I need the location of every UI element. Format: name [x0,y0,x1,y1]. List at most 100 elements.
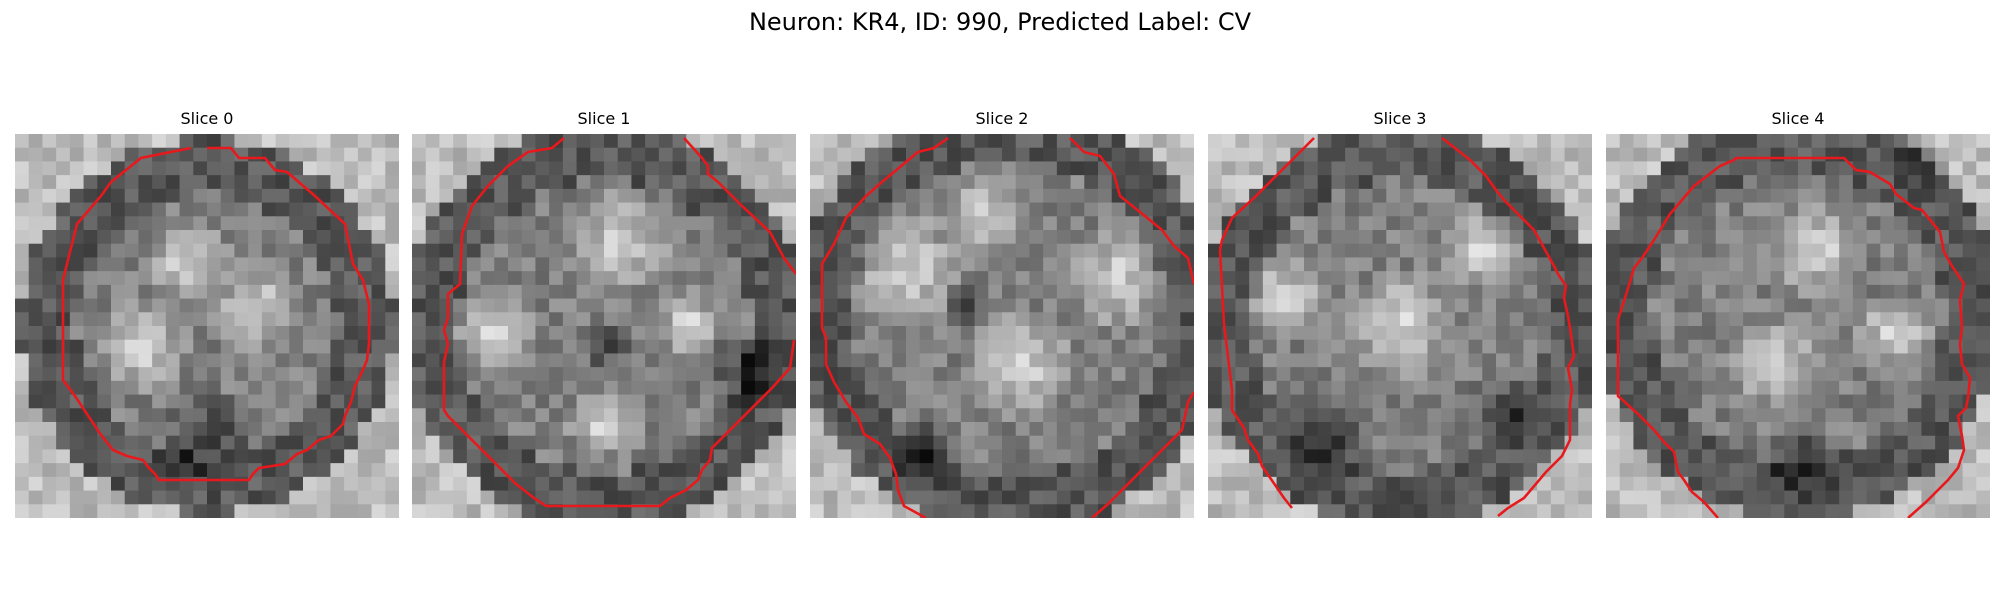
voxel [562,449,578,464]
voxel [1770,230,1785,245]
voxel [1400,408,1415,423]
voxel [960,243,976,258]
voxel [1921,230,1936,245]
voxel [562,463,578,478]
voxel [412,284,427,300]
voxel [1208,476,1223,492]
voxel [631,243,646,258]
slice-image [1606,134,1990,518]
voxel [604,326,619,341]
voxel [1537,188,1552,204]
voxel [248,408,263,423]
voxel [1413,216,1428,231]
voxel [289,284,304,300]
voxel [97,202,112,217]
voxel [686,339,701,354]
voxel [1537,284,1552,300]
voxel [220,435,235,450]
voxel [330,188,345,204]
voxel [1894,230,1909,245]
voxel [1002,339,1017,354]
voxel [316,504,331,518]
voxel [947,271,962,286]
voxel [604,463,619,478]
voxel [1633,394,1648,409]
voxel [1441,339,1456,354]
voxel [69,161,85,176]
voxel [124,408,139,423]
voxel [1619,243,1634,258]
voxel [466,298,482,313]
voxel [754,147,770,162]
voxel [1386,504,1401,518]
voxel [28,298,43,313]
voxel [1125,298,1140,313]
voxel [494,284,509,300]
voxel [1756,435,1772,450]
voxel [1550,449,1566,464]
voxel [658,271,674,286]
voxel [1633,504,1648,518]
voxel [1523,380,1538,396]
voxel [344,271,359,286]
voxel [357,161,373,176]
voxel [1235,504,1250,518]
voxel [988,175,1003,190]
voxel [686,463,701,478]
voxel [1304,147,1319,162]
voxel [878,463,893,478]
voxel [248,367,263,382]
voxel [1304,463,1319,478]
voxel [1015,504,1030,518]
voxel [1647,504,1662,518]
voxel [1852,367,1868,382]
voxel [1825,257,1840,272]
voxel [1550,271,1566,286]
voxel [1825,504,1840,518]
voxel [480,134,495,149]
voxel [165,435,181,450]
voxel [1564,271,1579,286]
voxel [1509,380,1524,396]
voxel [385,243,399,258]
voxel [1345,490,1360,505]
voxel [425,298,440,313]
voxel [1482,134,1497,149]
voxel [1468,284,1483,300]
voxel [1907,312,1922,327]
voxel [1633,435,1648,450]
voxel [1798,298,1813,313]
voxel [1386,380,1401,396]
voxel [385,504,399,518]
voxel [138,202,153,217]
voxel [727,422,742,437]
voxel [1948,230,1964,245]
voxel [658,257,674,272]
voxel [1866,367,1881,382]
voxel [1029,161,1044,176]
voxel [330,284,345,300]
voxel [1770,175,1785,190]
voxel [480,202,495,217]
voxel [83,161,98,176]
voxel [549,175,564,190]
voxel [1056,271,1072,286]
voxel [1358,422,1374,437]
voxel [590,147,605,162]
voxel [672,394,687,409]
voxel [864,380,880,396]
voxel [1907,394,1922,409]
voxel [193,271,208,286]
voxel [1743,257,1758,272]
voxel [1276,243,1291,258]
voxel [83,367,98,382]
voxel [1509,134,1524,149]
voxel [1866,435,1881,450]
voxel [1880,188,1895,204]
voxel [303,339,318,354]
voxel [439,230,454,245]
voxel [1729,463,1744,478]
voxel [1852,312,1868,327]
voxel [658,408,674,423]
voxel [562,243,578,258]
